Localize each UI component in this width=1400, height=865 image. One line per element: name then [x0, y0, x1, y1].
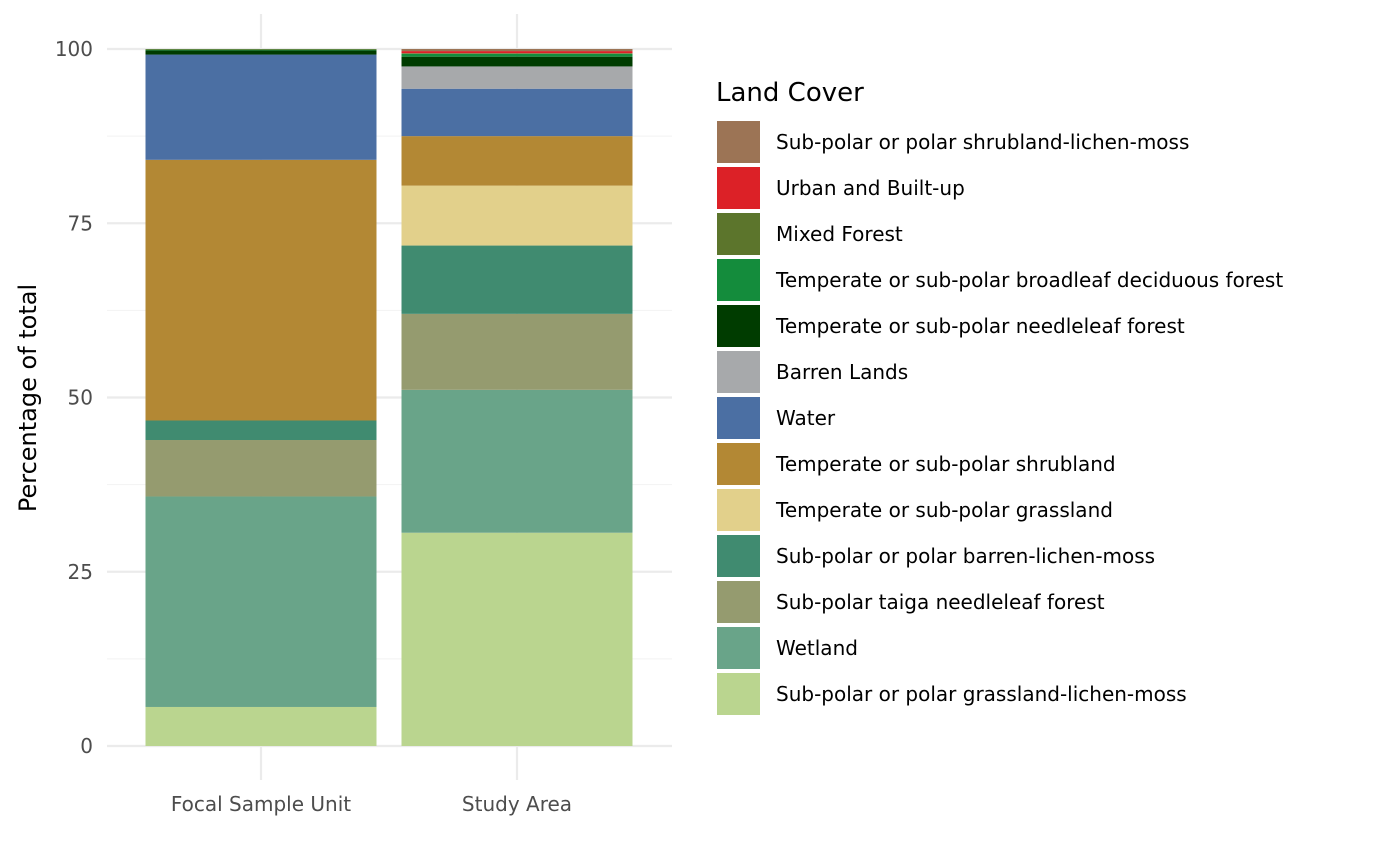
legend-item: Barren Lands: [717, 351, 908, 393]
bar-segment: [145, 440, 377, 497]
legend-swatch: [717, 397, 760, 439]
bar-segment: [145, 54, 377, 160]
x-tick-label: Focal Sample Unit: [171, 792, 351, 816]
legend-items: Sub-polar or polar shrubland-lichen-moss…: [717, 121, 1283, 715]
legend-item: Sub-polar or polar shrubland-lichen-moss: [717, 121, 1189, 163]
legend-swatch: [717, 259, 760, 301]
legend-item: Temperate or sub-polar broadleaf deciduo…: [717, 259, 1283, 301]
legend-swatch: [717, 673, 760, 715]
legend-swatch: [717, 535, 760, 577]
bar-segment: [145, 49, 377, 51]
bar-segment: [401, 51, 633, 54]
y-axis-title: Percentage of total: [14, 284, 42, 512]
bar-segment: [145, 50, 377, 55]
legend-title: Land Cover: [716, 78, 864, 108]
legend-label: Sub-polar or polar barren-lichen-moss: [776, 544, 1155, 568]
legend-item: Temperate or sub-polar needleleaf forest: [717, 305, 1185, 347]
legend-label: Urban and Built-up: [776, 176, 965, 200]
y-tick-label: 50: [68, 386, 93, 410]
legend-swatch: [717, 443, 760, 485]
legend-swatch: [717, 351, 760, 393]
y-tick-label: 100: [55, 37, 93, 61]
legend: Land Cover Sub-polar or polar shrubland-…: [716, 78, 1283, 715]
legend-swatch: [717, 213, 760, 255]
bar-segment: [401, 53, 633, 57]
legend-swatch: [717, 489, 760, 531]
legend-item: Sub-polar or polar barren-lichen-moss: [717, 535, 1155, 577]
legend-swatch: [717, 167, 760, 209]
legend-label: Sub-polar or polar shrubland-lichen-moss: [776, 130, 1189, 154]
legend-item: Urban and Built-up: [717, 167, 965, 209]
bar-stack-1: [401, 49, 633, 746]
legend-label: Temperate or sub-polar shrubland: [775, 452, 1116, 476]
bar-segment: [145, 420, 377, 441]
bar-segment: [401, 313, 633, 390]
bar-segment: [401, 245, 633, 314]
bar-stack-0: [145, 49, 377, 746]
y-axis-ticks: 0 25 50 75 100: [55, 37, 93, 758]
y-tick-label: 0: [80, 734, 93, 758]
bar-segment: [401, 66, 633, 89]
bars: [145, 49, 633, 746]
bar-segment: [145, 706, 377, 746]
legend-swatch: [717, 121, 760, 163]
x-axis-ticks: Focal Sample Unit Study Area: [171, 792, 572, 816]
legend-label: Mixed Forest: [776, 222, 903, 246]
legend-swatch: [717, 627, 760, 669]
legend-label: Wetland: [776, 636, 858, 660]
legend-item: Water: [717, 397, 836, 439]
bar-segment: [145, 496, 377, 707]
legend-item: Temperate or sub-polar shrubland: [717, 443, 1116, 485]
bar-segment: [401, 49, 633, 52]
legend-item: Sub-polar taiga needleleaf forest: [717, 581, 1105, 623]
bar-segment: [401, 53, 633, 54]
bar-segment: [145, 49, 377, 50]
legend-label: Temperate or sub-polar needleleaf forest: [775, 314, 1185, 338]
bar-segment: [145, 159, 377, 421]
legend-swatch: [717, 305, 760, 347]
bar-segment: [401, 56, 633, 67]
legend-label: Barren Lands: [776, 360, 908, 384]
bar-segment: [401, 532, 633, 746]
bar-segment: [401, 389, 633, 533]
bar-segment: [401, 88, 633, 137]
legend-item: Wetland: [717, 627, 858, 669]
bar-segment: [401, 136, 633, 186]
legend-swatch: [717, 581, 760, 623]
legend-item: Temperate or sub-polar grassland: [717, 489, 1113, 531]
legend-label: Temperate or sub-polar grassland: [775, 498, 1113, 522]
legend-item: Mixed Forest: [717, 213, 903, 255]
legend-label: Water: [776, 406, 836, 430]
x-tick-label: Study Area: [462, 792, 572, 816]
legend-label: Sub-polar or polar grassland-lichen-moss: [776, 682, 1187, 706]
legend-label: Temperate or sub-polar broadleaf deciduo…: [775, 268, 1283, 292]
legend-item: Sub-polar or polar grassland-lichen-moss: [717, 673, 1187, 715]
y-tick-label: 25: [68, 560, 93, 584]
legend-label: Sub-polar taiga needleleaf forest: [776, 590, 1105, 614]
y-tick-label: 75: [68, 211, 93, 235]
bar-segment: [401, 185, 633, 246]
